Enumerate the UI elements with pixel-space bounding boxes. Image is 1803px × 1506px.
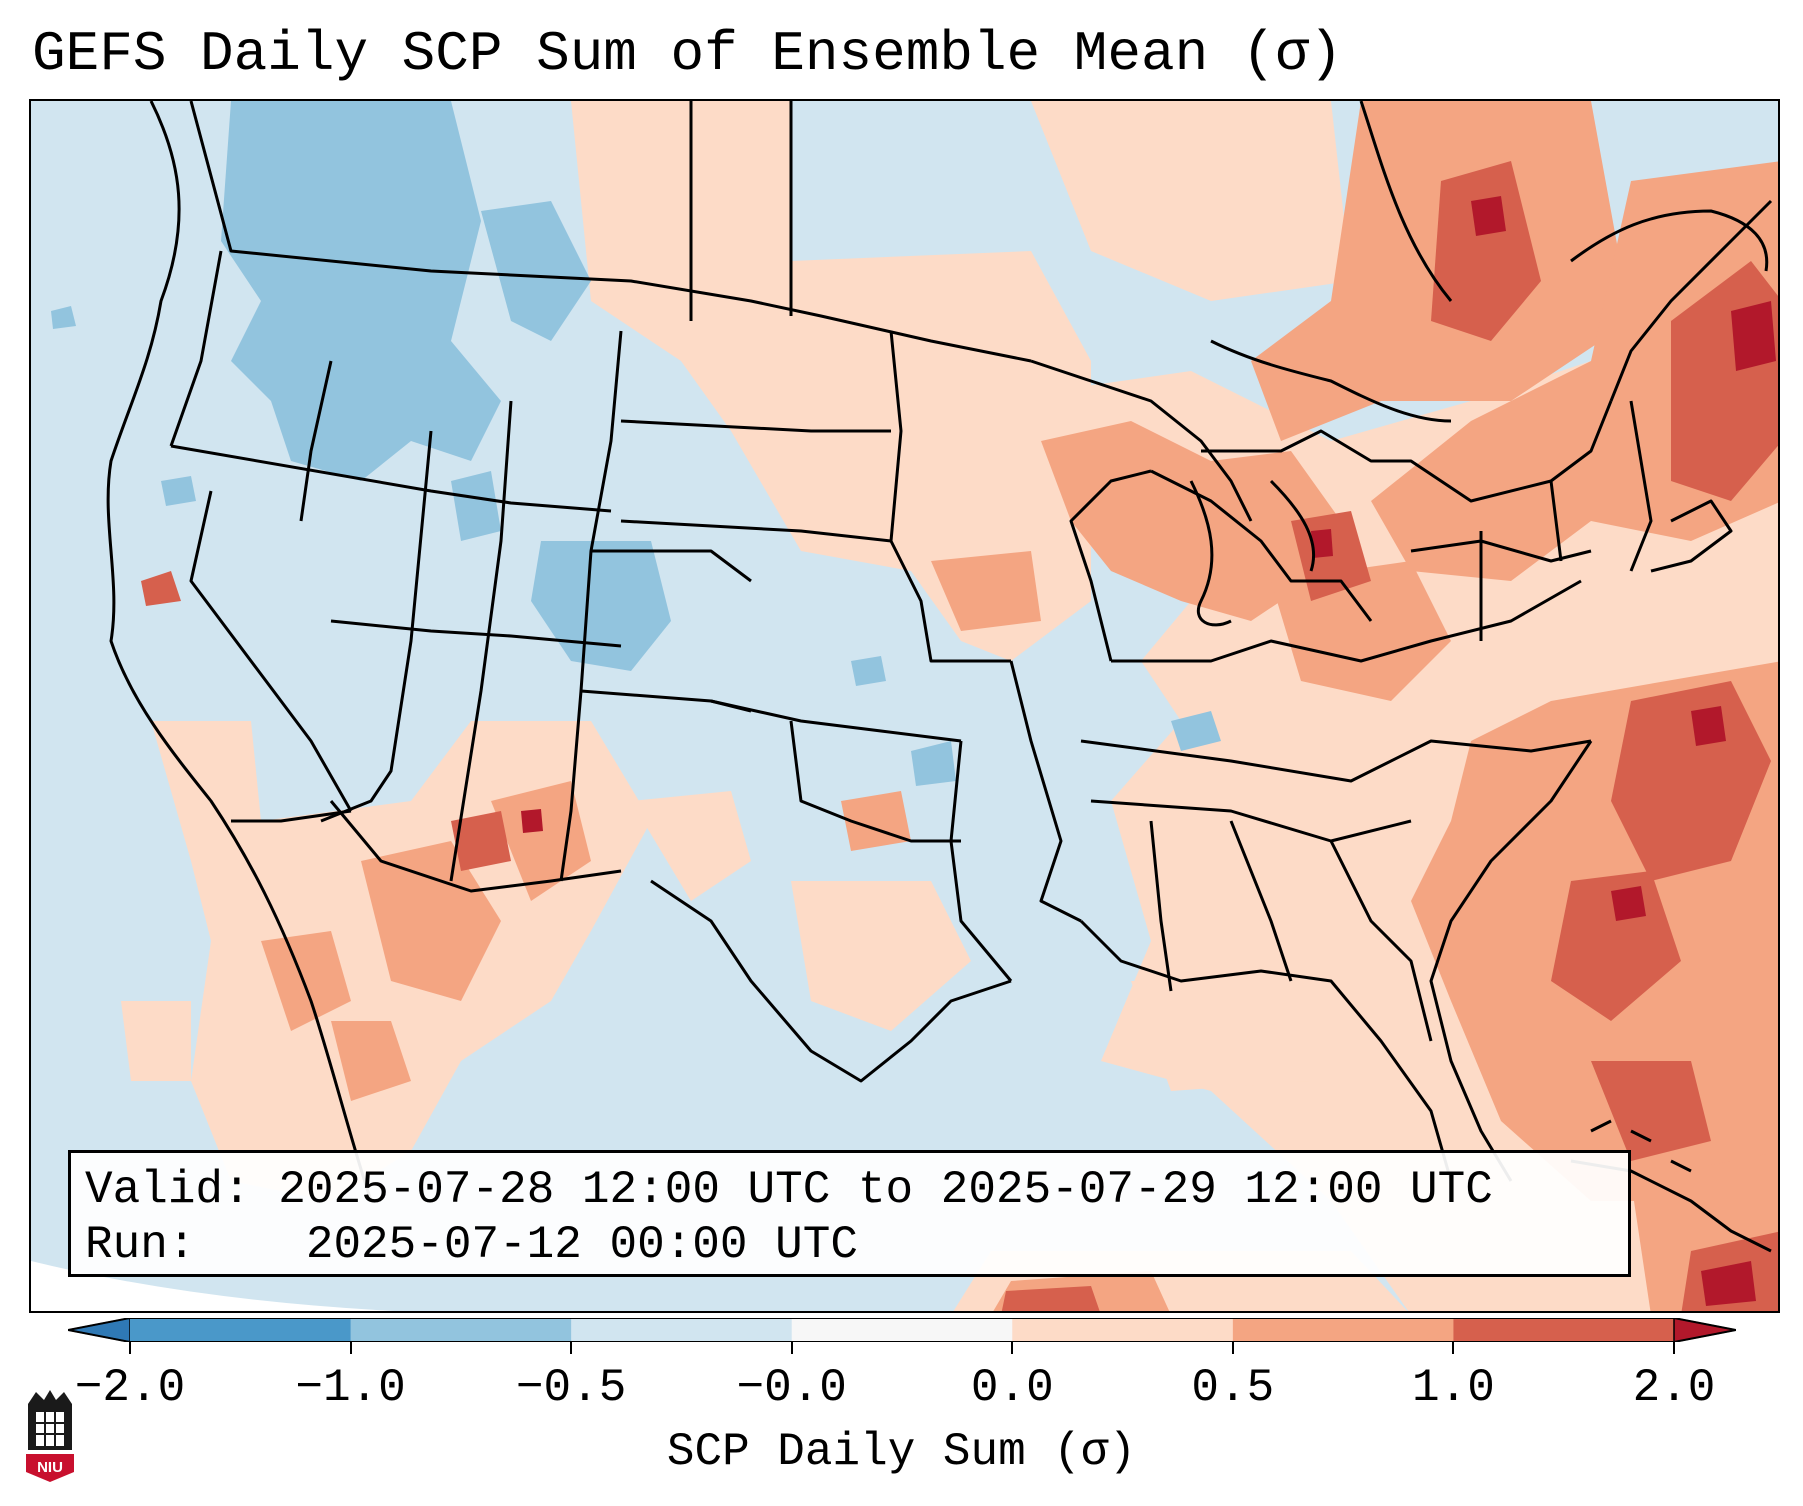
colorbar-tick-label: −0.0 [736, 1362, 847, 1414]
colorbar-tick-mark [790, 1342, 793, 1354]
run-value: 2025-07-12 00:00 UTC [305, 1219, 858, 1271]
valid-time-box: Valid: 2025-07-28 12:00 UTC to 2025-07-2… [68, 1150, 1631, 1277]
great-lakes-shore [1030, 359, 1253, 522]
university-tower-icon: NIU [26, 1390, 74, 1482]
map-panel[interactable] [29, 99, 1780, 1313]
colorbar-segment [571, 1318, 793, 1342]
colorbar-extend-high [1673, 1318, 1736, 1342]
run-label: Run: [85, 1219, 196, 1271]
colorbar-tick-label: −1.0 [295, 1362, 406, 1414]
weak-negative-field [51, 101, 1221, 786]
map-title: GEFS Daily SCP Sum of Ensemble Mean (σ) [32, 22, 1343, 86]
colorbar-tick-label: 0.5 [1191, 1362, 1275, 1414]
colorbar-segment [1453, 1318, 1675, 1342]
valid-label: Valid: [85, 1164, 251, 1216]
valid-value: 2025-07-28 12:00 UTC to 2025-07-29 12:00… [278, 1164, 1493, 1216]
colorbar-tick-mark [1011, 1342, 1014, 1354]
colorbar-segment [791, 1318, 1013, 1342]
valid-time-line: Valid: 2025-07-28 12:00 UTC to 2025-07-2… [85, 1163, 1614, 1218]
atlantic-coast [1429, 740, 1593, 1182]
colorbar-segment [1012, 1318, 1234, 1342]
extreme-positive-field [521, 196, 1776, 1306]
colorbar-tick-mark [349, 1342, 352, 1354]
colorbar-extend-low [68, 1318, 131, 1342]
colorbar-tick-mark [570, 1342, 573, 1354]
colorbar-tick-label: −2.0 [74, 1362, 186, 1414]
colorbar-segment [130, 1318, 352, 1342]
colorbar-segment [1232, 1318, 1454, 1342]
strong-positive-field [141, 161, 1778, 1311]
colorbar-tick-label: −0.5 [515, 1362, 627, 1414]
colorbar-tick-mark [129, 1342, 131, 1354]
outside-domain [31, 1261, 395, 1311]
pacific-coastline [106, 101, 373, 1202]
texas-coast [650, 879, 1012, 1083]
colorbar-tick-mark [1452, 1342, 1455, 1354]
colorbar-segment [350, 1318, 572, 1342]
colorbar-tick-label: 1.0 [1412, 1362, 1495, 1414]
state-boundaries [106, 101, 1773, 1253]
gulf-coast [1079, 919, 1453, 1182]
colorbar-tick-label: 2.0 [1632, 1362, 1716, 1414]
colorbar-tick-mark [1231, 1342, 1234, 1354]
colorbar-label: SCP Daily Sum (σ) [666, 1426, 1137, 1478]
colorbar [68, 1318, 1736, 1342]
logo-text: NIU [37, 1459, 63, 1476]
map-canvas [31, 101, 1778, 1311]
colorbar-tick-mark [1673, 1342, 1675, 1354]
run-time-line: Run: 2025-07-12 00:00 UTC [85, 1218, 1614, 1273]
colorbar-tick-label: 0.0 [970, 1362, 1054, 1414]
